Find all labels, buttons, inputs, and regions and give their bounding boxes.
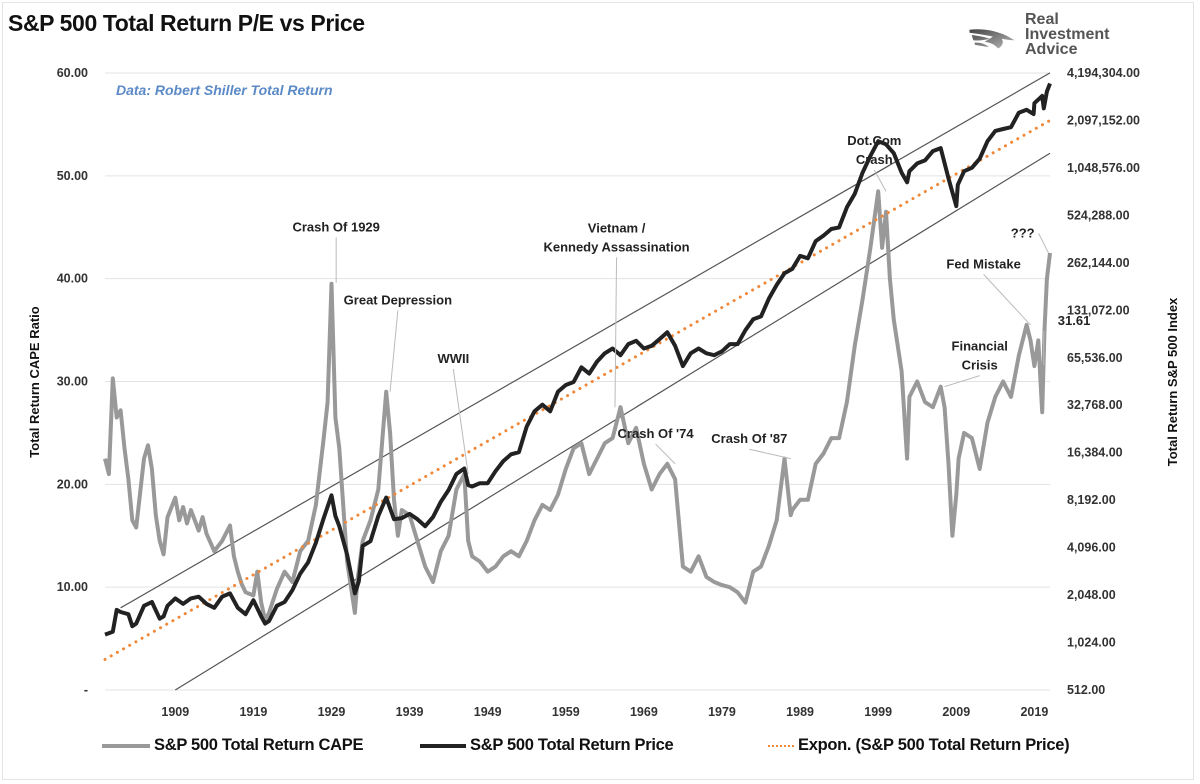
annotation-label: 31.61: [1058, 313, 1091, 328]
y-right-tick-label: 4,096.00: [1067, 541, 1116, 555]
y-right-tick-label: 8,192.00: [1067, 493, 1116, 507]
logo-line-2: Investment: [1025, 26, 1110, 43]
annotation-label: Crash Of 1929: [292, 219, 379, 234]
x-tick-label: 1989: [786, 705, 814, 719]
y-right-tick-label: 1,048,576.00: [1067, 161, 1140, 175]
annotation-leader-line: [983, 274, 1031, 326]
y-right-tick-label: 32,768.00: [1067, 398, 1123, 412]
annotation-label: Kennedy Assassination: [543, 239, 689, 254]
gridlines: [105, 72, 1050, 691]
y-axis-left-title: Total Return CAPE Ratio: [27, 306, 42, 457]
annotation-leader-line: [873, 169, 887, 192]
upper-channel: [120, 72, 1051, 609]
annotation-label: Crash Of '87: [711, 431, 787, 446]
exponential-trendline: [103, 118, 1052, 661]
annotation-label: Crisis: [962, 358, 998, 373]
y-left-tick-label: 40.00: [57, 272, 88, 286]
annotation-leader-line: [944, 375, 980, 388]
x-tick-label: 1959: [552, 705, 580, 719]
chart-title: S&P 500 Total Return P/E vs Price: [8, 10, 365, 36]
annotation-leader-line: [1038, 233, 1049, 254]
annotation-label: Great Depression: [344, 292, 452, 307]
x-tick-label: 1969: [630, 705, 658, 719]
annotation-leader-line: [655, 443, 676, 465]
y-right-tick-label: 131,072.00: [1067, 303, 1130, 317]
legend-swatch-trend: [768, 744, 794, 747]
annotation-label: Crash Of '74: [618, 426, 695, 441]
annotation-leader-line: [749, 448, 791, 460]
y-right-tick-label: 16,384.00: [1067, 446, 1123, 460]
legend-item-trend: Expon. (S&P 500 Total Return Price): [768, 736, 1070, 755]
lower-channel: [174, 152, 1051, 691]
legend-item-cape: S&P 500 Total Return CAPE: [102, 736, 364, 755]
y-right-tick-label: 2,048.00: [1067, 588, 1116, 602]
logo-text: Real Investment Advice: [1025, 11, 1110, 58]
annotation-label: Vietnam /: [588, 220, 646, 235]
annotation-label: WWII: [437, 351, 469, 366]
legend-label-price: S&P 500 Total Return Price: [470, 736, 674, 754]
y-axis-right-title: Total Return S&P 500 Index: [1165, 297, 1180, 466]
annotation-label: Financial: [952, 339, 1008, 354]
y-left-tick-label: 10.00: [57, 580, 88, 594]
y-right-tick-label: 65,536.00: [1067, 351, 1123, 365]
y-left-tick-label: 30.00: [57, 375, 88, 389]
y-left-tick-label: 60.00: [57, 66, 88, 80]
logo-line-1: Real: [1025, 11, 1059, 28]
y-axis-right-ticks: 512.00 1,024.00 2,048.00 4,096.00 8,192.00 16…: [1067, 66, 1140, 697]
source-note: Data: Robert Shiller Total Return: [116, 82, 333, 98]
legend-label-trend: Expon. (S&P 500 Total Return Price): [798, 736, 1070, 754]
annotation-leader-line: [452, 368, 469, 475]
x-tick-label: 1999: [864, 705, 892, 719]
legend-item-price: S&P 500 Total Return Price: [420, 736, 674, 755]
y-right-tick-label: 262,144.00: [1067, 256, 1130, 270]
x-tick-label: 1949: [474, 705, 502, 719]
legend-label-cape: S&P 500 Total Return CAPE: [154, 736, 364, 754]
y-right-tick-label: 524,288.00: [1067, 208, 1130, 222]
annotations: Crash Of 1929 Great Depression WWII Vietnam…: [292, 133, 1091, 475]
annotation-label: ???: [1011, 226, 1035, 241]
y-left-tick-label: 50.00: [57, 169, 88, 183]
eagle-logo-icon: [969, 29, 1015, 49]
y-right-tick-label: 2,097,152.00: [1067, 113, 1140, 127]
annotation-label: Crash: [856, 152, 893, 167]
y-axis-left-ticks: - 10.00 20.00 30.00 40.00 50.00 60.00: [57, 66, 88, 697]
legend-swatch-cape: [102, 743, 150, 748]
x-tick-label: 1919: [239, 705, 267, 719]
y-left-tick-label: -: [84, 683, 88, 697]
logo-line-3: Advice: [1025, 41, 1078, 58]
x-tick-label: 2019: [1020, 705, 1048, 719]
cape-series-line: [103, 189, 1052, 623]
x-tick-label: 1939: [396, 705, 424, 719]
y-left-tick-label: 20.00: [57, 477, 88, 491]
x-tick-label: 1929: [318, 705, 346, 719]
annotation-leader-line: [389, 310, 399, 392]
legend: S&P 500 Total Return CAPE S&P 500 Total …: [100, 736, 1100, 760]
x-tick-label: 2009: [942, 705, 970, 719]
legend-swatch-price: [420, 743, 466, 748]
y-right-tick-label: 1,024.00: [1067, 636, 1116, 650]
y-right-tick-label: 4,194,304.00: [1067, 66, 1140, 80]
x-axis-ticks: 1909 1919 1929 1939 1949 1959 1969 1979 1989 1999…: [161, 705, 1048, 719]
annotation-label: Dot.Com: [847, 133, 901, 148]
x-tick-label: 1909: [161, 705, 189, 719]
price-series-line: [104, 82, 1052, 637]
annotation-leader-line: [614, 257, 618, 408]
annotation-label: Fed Mistake: [946, 256, 1020, 271]
y-right-tick-label: 512.00: [1067, 683, 1105, 697]
series-lines: [103, 82, 1052, 661]
x-tick-label: 1979: [708, 705, 736, 719]
channel-lines: [120, 72, 1051, 691]
